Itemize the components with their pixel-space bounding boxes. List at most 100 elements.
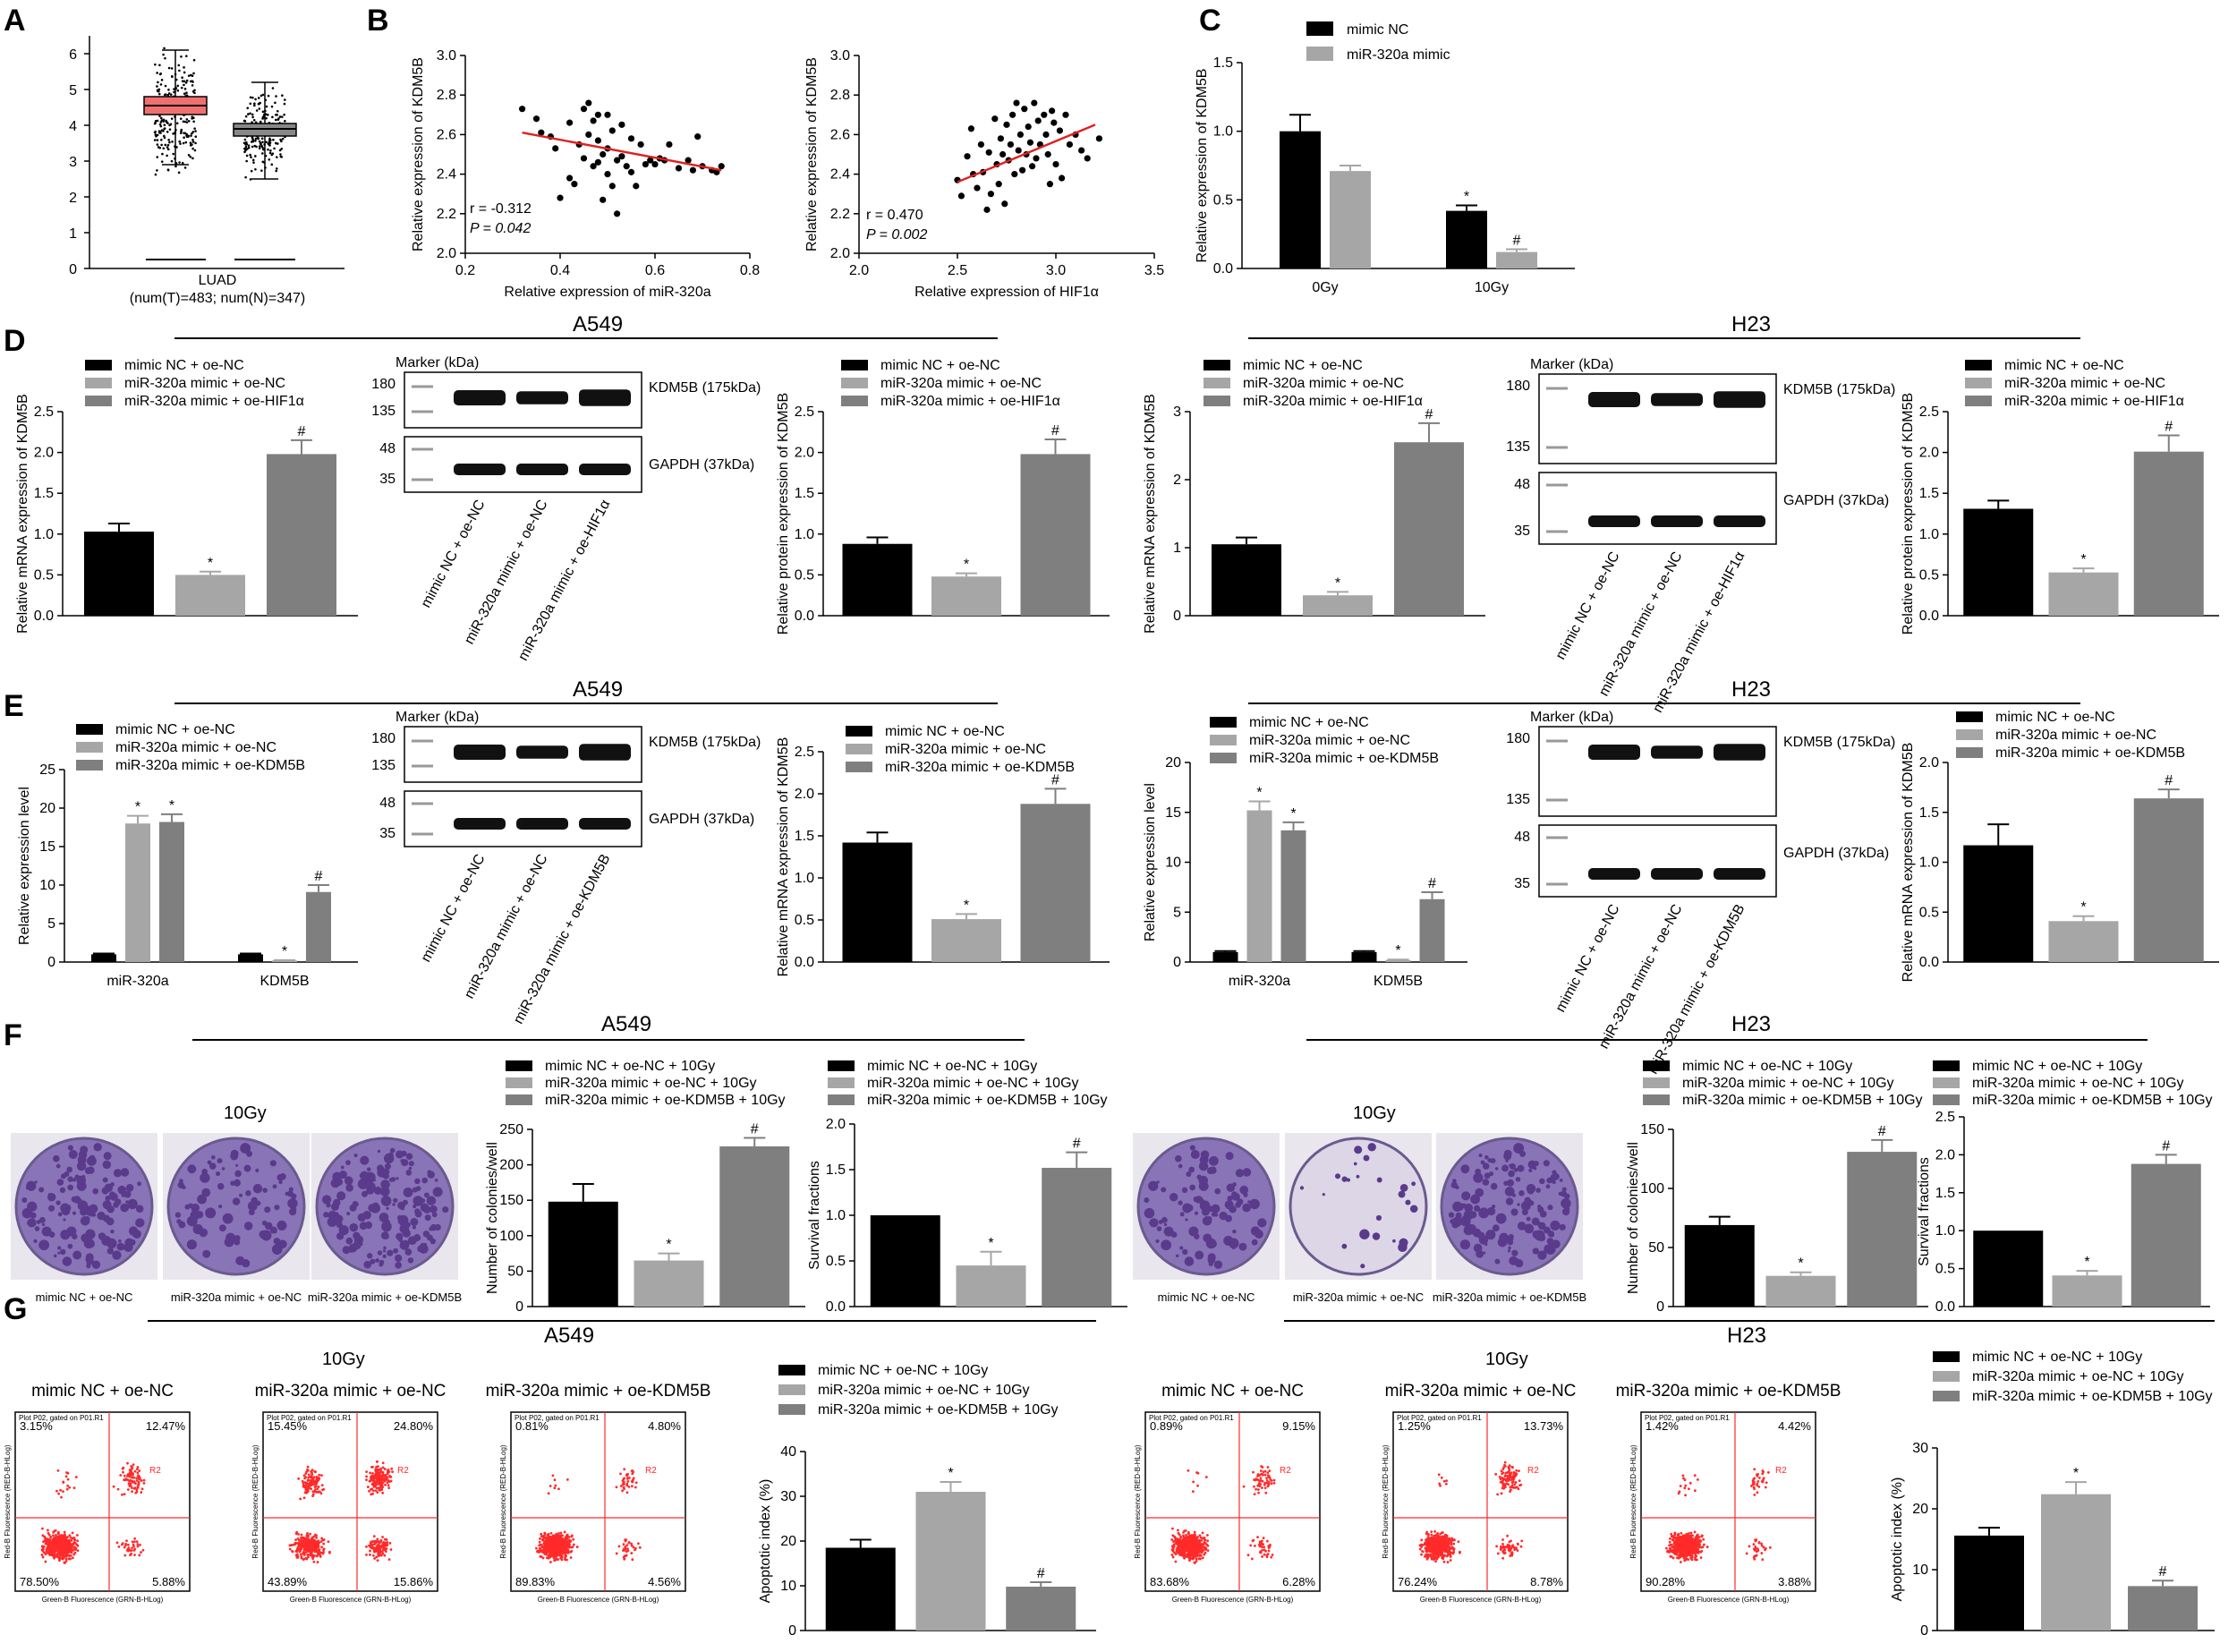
panel-a-normal-point: [251, 139, 255, 141]
panel-f-h23-survival-bar-2-sig: #: [2162, 1138, 2170, 1154]
dish-a549-colony: [30, 1212, 37, 1219]
flow-a549-event: [306, 1535, 310, 1538]
flow-a549-event: [378, 1541, 380, 1545]
panel-b2-point-2: [964, 153, 971, 160]
flow-a549-event: [545, 1544, 548, 1547]
panel-a-tumor-point: [166, 148, 170, 151]
panel-a-normal-point: [260, 169, 263, 172]
section-headers: A549 H23 A549 H23 A549 H23 A549 H23: [148, 312, 2215, 1348]
panel-b1-point-15: [590, 117, 597, 124]
dish-h23-colony: [1528, 1168, 1533, 1173]
flow-a549-event: [627, 1485, 631, 1488]
dish-a549-colony: [336, 1232, 344, 1240]
flow-h23-event: [1171, 1545, 1175, 1548]
dish-a549-colony: [222, 1213, 234, 1224]
panel-a-tumor-point: [156, 119, 159, 123]
panel-b2-point-14: [997, 135, 1004, 142]
panel-f-h23-colonies-ytick-label-0: 0: [1656, 1299, 1664, 1315]
flow-h23-event: [1420, 1553, 1423, 1556]
dish-a549-colony: [387, 1152, 394, 1158]
panel-a-tumor-point: [163, 47, 166, 50]
flow-a549-frame-0: [14, 1411, 191, 1592]
header-e-h23: H23: [1731, 677, 1771, 702]
panel-a-tumor-point: [191, 84, 194, 87]
flow-a549-event: [558, 1541, 562, 1545]
panel-a-tumor-point: [172, 152, 175, 156]
panel-a-tumor-point: [154, 133, 157, 136]
panel-a-tumor-point: [187, 74, 191, 77]
panel-f-h23-survival-bar-2: [2131, 1163, 2201, 1307]
dish-h23-colony: [1185, 1218, 1188, 1222]
dish-h23-colony: [1517, 1222, 1527, 1230]
flow-h23-event: [1180, 1541, 1184, 1545]
dish-a549-colony: [57, 1212, 63, 1217]
panel-d-h23-mrna-ytick-label-2: 2: [1173, 473, 1181, 488]
flow-a549-event: [304, 1537, 308, 1540]
dish-h23-colony: [1564, 1201, 1569, 1206]
legend-d3-swatch-1: [1204, 378, 1230, 388]
dish-a549-colony: [205, 1207, 217, 1219]
flow-a549-event: [47, 1529, 49, 1532]
flow-h23-event: [1255, 1477, 1258, 1481]
flow-a549-event: [121, 1542, 124, 1546]
flow-a549-event: [298, 1543, 302, 1546]
dish-a549-colony: [278, 1174, 283, 1178]
panel-a-tumor-point: [170, 67, 174, 70]
dish-a549-colony: [383, 1169, 390, 1176]
flow-a549-event: [47, 1531, 50, 1535]
dish-a549-colony: [383, 1246, 387, 1250]
flow-a549-event: [564, 1545, 567, 1547]
flow-h23-event: [1174, 1560, 1178, 1563]
dish-h23-colony: [1519, 1150, 1527, 1157]
dish-h23-colony: [1507, 1239, 1514, 1246]
flow-a549-event: [140, 1491, 143, 1494]
dish-a549-colony: [221, 1167, 225, 1171]
flow-a549-event: [387, 1486, 391, 1490]
flow-a549-xaxis-1: Green-B Fluorescence (GRN-B-HLog): [290, 1596, 412, 1604]
flow-a549-event: [59, 1537, 62, 1541]
flow-a549-event: [116, 1487, 120, 1491]
panel-f-h23-survival-ytick-label-0: 0.0: [1935, 1299, 1955, 1315]
panel-b1-point-14: [590, 163, 597, 170]
panel-f-h23-dose: 10Gy: [1353, 1103, 1396, 1123]
flow-a549-event: [369, 1546, 372, 1549]
panel-d-a549-mrna-bar-1-sig: *: [208, 556, 213, 571]
dish-a549-colony: [255, 1168, 259, 1173]
flow-a549-event: [64, 1475, 68, 1478]
dish-h23-colony: [1148, 1221, 1153, 1225]
dish-a549-colony: [83, 1238, 95, 1249]
legend-f4-label-1: miR-320a mimic + oe-NC + 10Gy: [1972, 1076, 2184, 1091]
dish-h23-colony: [1482, 1162, 1490, 1170]
panel-a-normal-point: [262, 148, 265, 151]
dish-a549-colony: [424, 1214, 431, 1222]
flow-a549-event: [632, 1546, 635, 1549]
panel-b1-point-29: [618, 121, 625, 128]
dish-h23-colony: [1255, 1230, 1263, 1239]
flow-h23-event: [1197, 1557, 1201, 1561]
dish-a549-colony: [34, 1180, 38, 1184]
flow-a549-event: [315, 1554, 319, 1558]
legend-c-label-1: miR-320a mimic: [1347, 47, 1450, 63]
flow-a549-title-0: mimic NC + oe-NC: [31, 1382, 174, 1401]
dish-a549-colony: [178, 1221, 186, 1229]
panel-b2-point-22: [1013, 99, 1020, 106]
panel-a-normal-point: [274, 101, 276, 105]
flow-a549-event: [302, 1550, 305, 1554]
flow-a549-event: [308, 1486, 311, 1490]
flow-h23-event: [1459, 1550, 1461, 1554]
dish-h23-colony: [1206, 1216, 1212, 1222]
panel-a-normal-point: [247, 146, 251, 149]
flow-a549-event: [376, 1546, 379, 1548]
legend-d1-swatch-0: [85, 360, 112, 370]
panel-a-tumor-point: [183, 80, 186, 83]
flow-a549-event: [376, 1491, 379, 1494]
dish-a549-colony: [67, 1145, 73, 1151]
dish-a549-colony: [396, 1232, 404, 1240]
dish-h23-colony: [1224, 1200, 1234, 1210]
flow-a549-event: [373, 1546, 376, 1550]
panel-a-tumor-point: [159, 116, 163, 120]
